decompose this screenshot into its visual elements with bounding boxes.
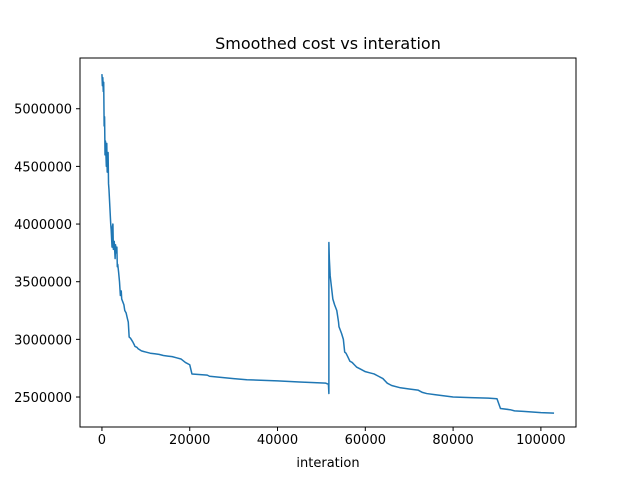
y-tick-label: 4500000 — [14, 160, 72, 175]
y-tick-label: 3500000 — [14, 276, 72, 291]
y-tick-label: 2500000 — [14, 391, 72, 406]
chart-title: Smoothed cost vs interation — [215, 34, 441, 53]
x-tick-label: 0 — [98, 433, 106, 448]
x-tick-label: 40000 — [257, 433, 298, 448]
x-axis-label: interation — [296, 456, 359, 471]
series-line — [101, 74, 555, 414]
plot-frame — [79, 57, 577, 428]
plot-background — [80, 58, 576, 427]
x-tick-label: 20000 — [169, 433, 210, 448]
x-tick-label: 80000 — [432, 433, 473, 448]
x-axis-ticks: 0 20000 40000 60000 80000 100000 — [98, 427, 566, 448]
x-tick-label: 60000 — [345, 433, 386, 448]
y-tick-label: 4000000 — [14, 218, 72, 233]
y-tick-label: 3000000 — [14, 333, 72, 348]
x-tick-label: 100000 — [516, 433, 566, 448]
y-tick-label: 5000000 — [14, 103, 72, 118]
y-axis-ticks: 2500000 3000000 3500000 4000000 4500000 50000… — [14, 103, 80, 406]
